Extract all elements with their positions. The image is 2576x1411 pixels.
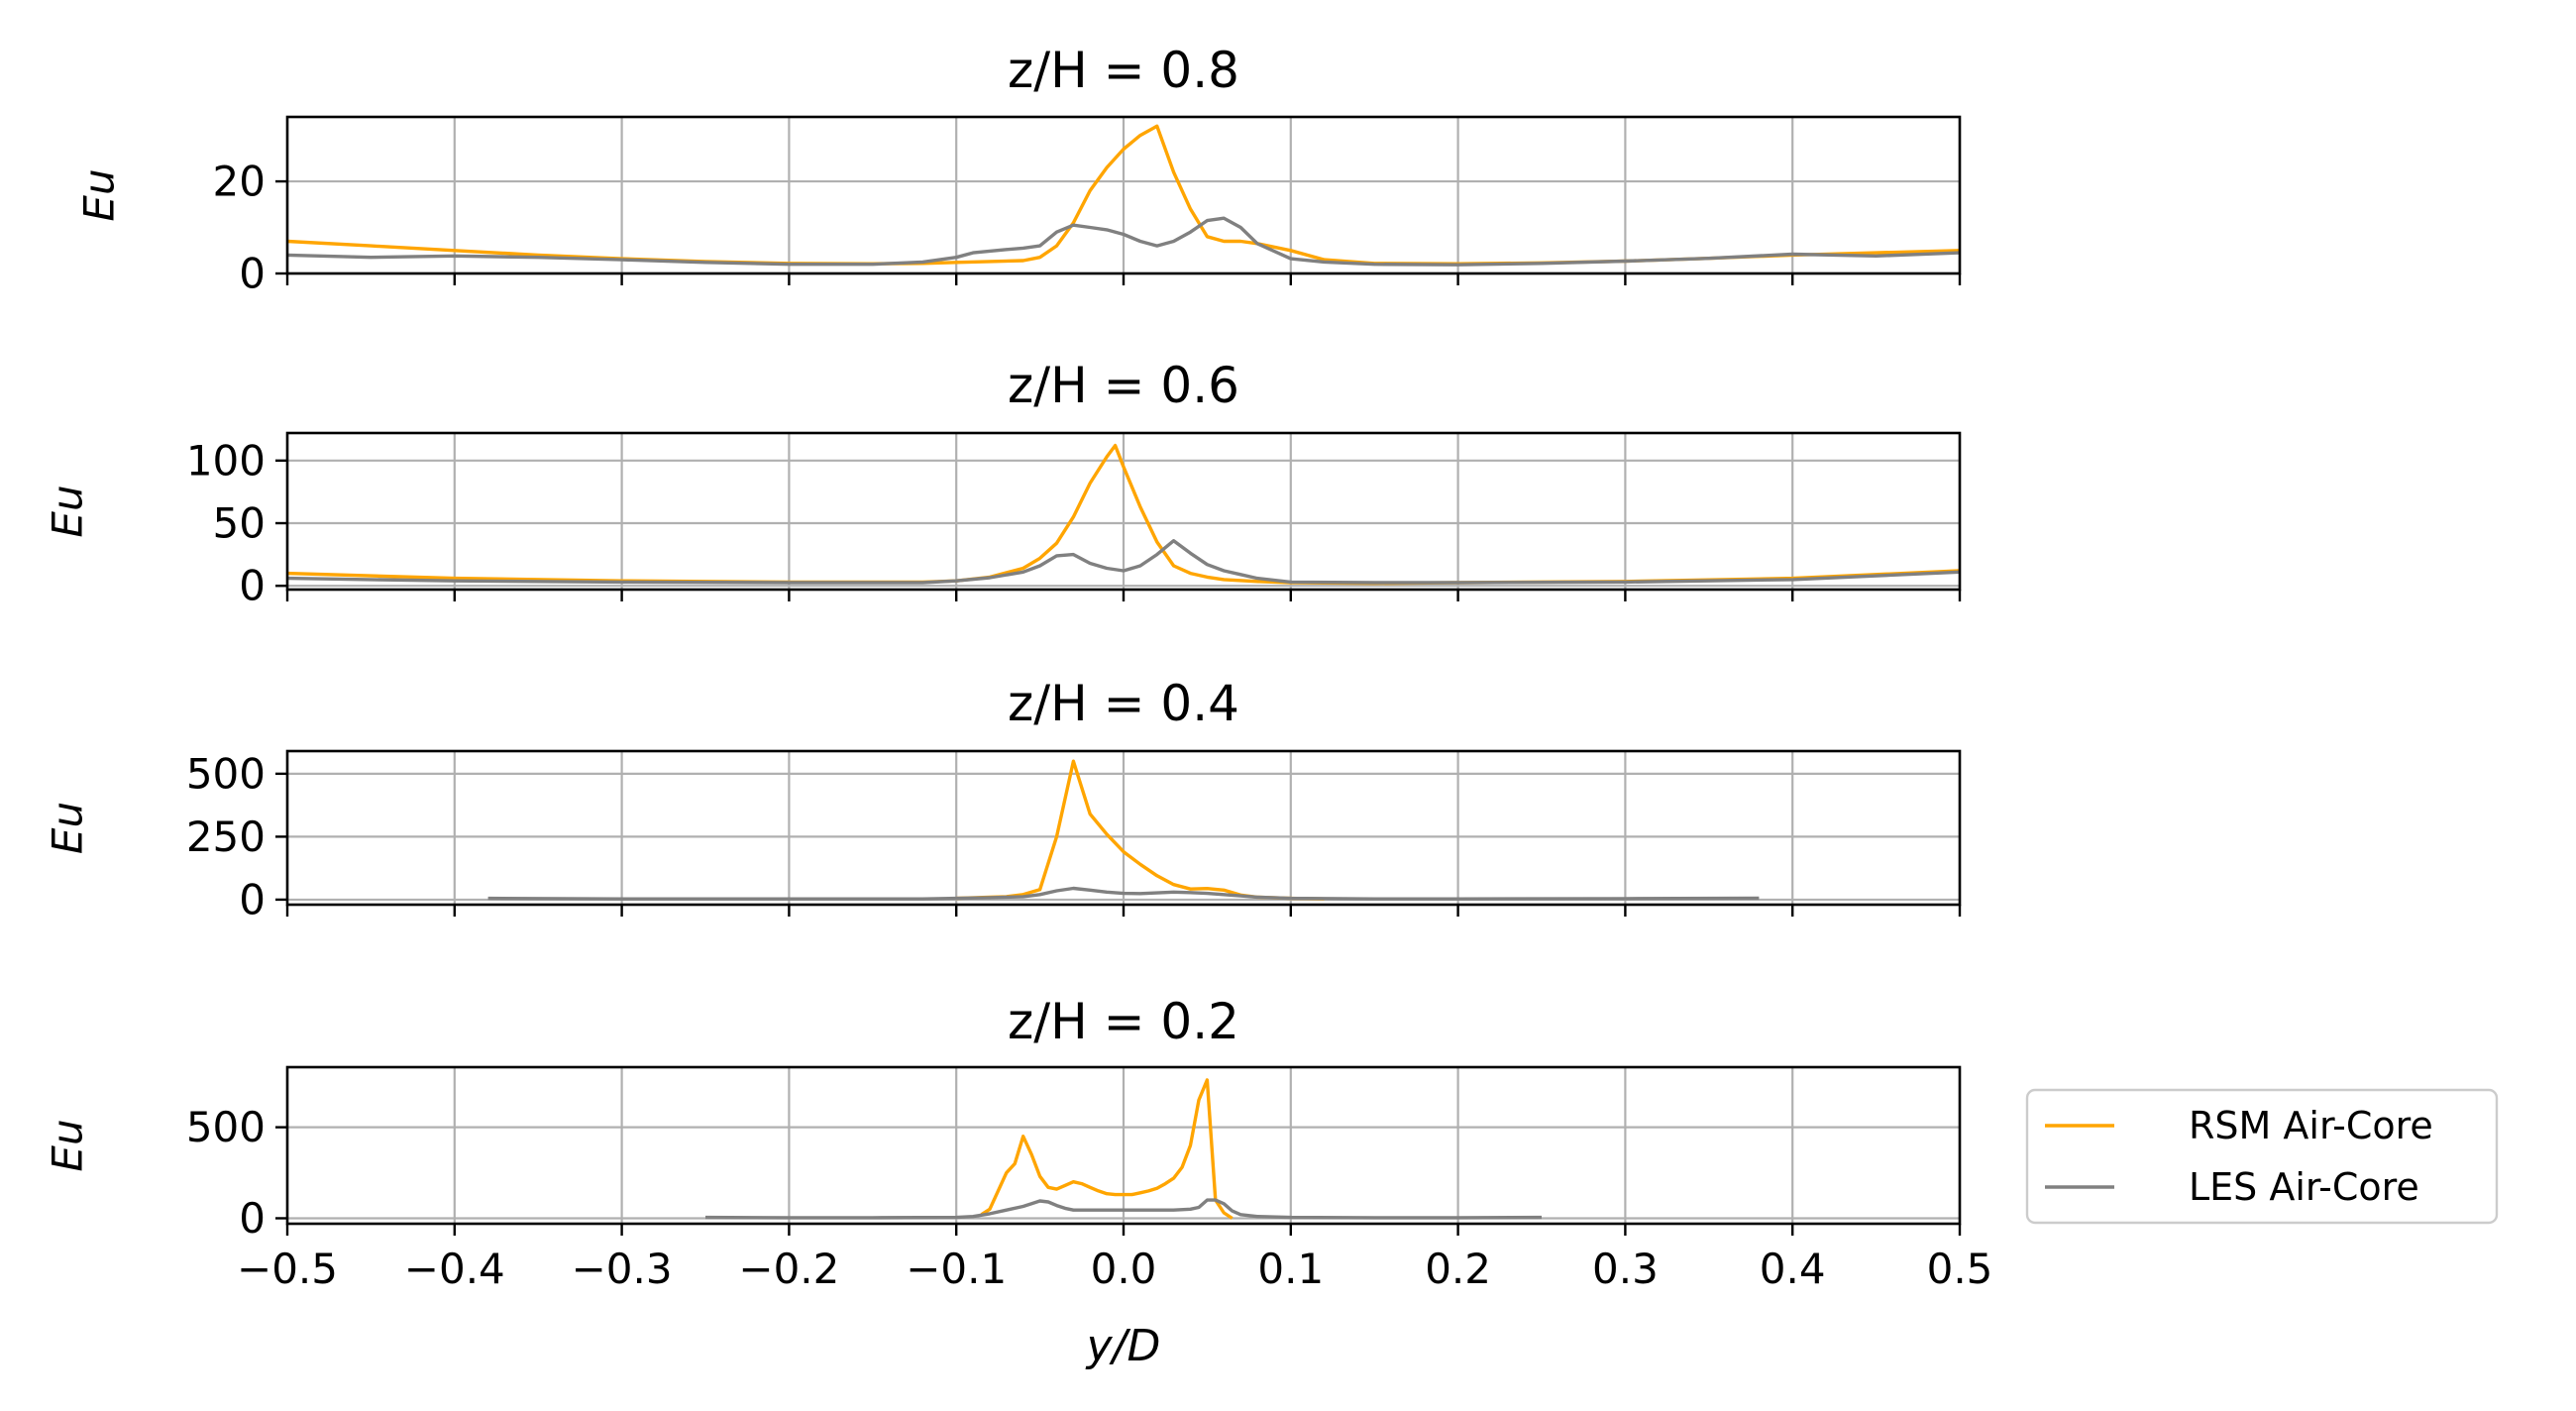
- x-tick-label: 0.2: [1425, 1245, 1491, 1293]
- panel-title: z/H = 0.6: [1008, 357, 1239, 414]
- y-tick-label: 0: [239, 1194, 266, 1243]
- x-tick-label: −0.4: [404, 1245, 505, 1293]
- y-axis-label: Eu: [44, 485, 92, 537]
- panel-title: z/H = 0.2: [1008, 993, 1239, 1050]
- legend-box: [2025, 1088, 2499, 1225]
- y-tick-label: 500: [186, 1103, 266, 1151]
- x-tick-label: −0.1: [906, 1245, 1007, 1293]
- legend-label-rsm-air-core: RSM Air-Core: [2189, 1104, 2433, 1147]
- x-tick-label: 0.5: [1927, 1245, 1993, 1293]
- series-line-rsm-air-core: [980, 1078, 1234, 1220]
- y-tick-label: 0: [239, 875, 266, 923]
- y-tick-label: 250: [186, 813, 266, 861]
- x-tick-label: 0.4: [1760, 1245, 1826, 1293]
- x-tick-label: 0.0: [1091, 1245, 1157, 1293]
- x-axis: −0.5 −0.4 −0.3 −0.2 −0.1 0.0 0.1 0.2 0.3 0.4 0.5 y/…: [237, 1245, 1992, 1371]
- y-axis-label: Eu: [75, 168, 124, 221]
- legend: RSM Air-Core LES Air-Core: [2025, 1088, 2499, 1225]
- y-tick-label: 500: [186, 749, 266, 798]
- series-line-rsm-air-core: [956, 759, 1325, 901]
- x-tick-label: 0.1: [1257, 1245, 1324, 1293]
- y-tick-label: 0: [239, 562, 266, 610]
- y-axis-label: Eu: [44, 802, 92, 854]
- series-line-les-air-core: [287, 216, 1960, 267]
- x-tick-label: −0.5: [237, 1245, 338, 1293]
- panel-3: 0 250 500 Eu z/H = 0.4: [44, 675, 1962, 923]
- x-axis-label: y/D: [1085, 1321, 1161, 1371]
- y-axis-label: Eu: [44, 1119, 92, 1171]
- panel-4: 0 500 Eu z/H = 0.2: [44, 993, 1962, 1243]
- legend-label-les-air-core: LES Air-Core: [2189, 1165, 2419, 1209]
- y-tick-label: 0: [239, 250, 266, 298]
- series-line-les-air-core: [704, 1198, 1543, 1220]
- y-tick-label: 50: [213, 499, 266, 548]
- x-tick-label: 0.3: [1592, 1245, 1659, 1293]
- series-line-les-air-core: [287, 539, 1960, 585]
- y-tick-label: 20: [213, 158, 266, 206]
- x-tick-label: −0.3: [572, 1245, 673, 1293]
- panel-2: 0 50 100 Eu z/H = 0.6: [44, 357, 1962, 610]
- series-line-les-air-core: [487, 886, 1760, 901]
- panel-title: z/H = 0.8: [1008, 42, 1239, 99]
- x-tick-label: −0.2: [738, 1245, 839, 1293]
- y-tick-label: 100: [186, 436, 266, 485]
- panel-title: z/H = 0.4: [1008, 675, 1239, 732]
- panel-1: 0 20 Eu z/H = 0.8: [75, 42, 1962, 298]
